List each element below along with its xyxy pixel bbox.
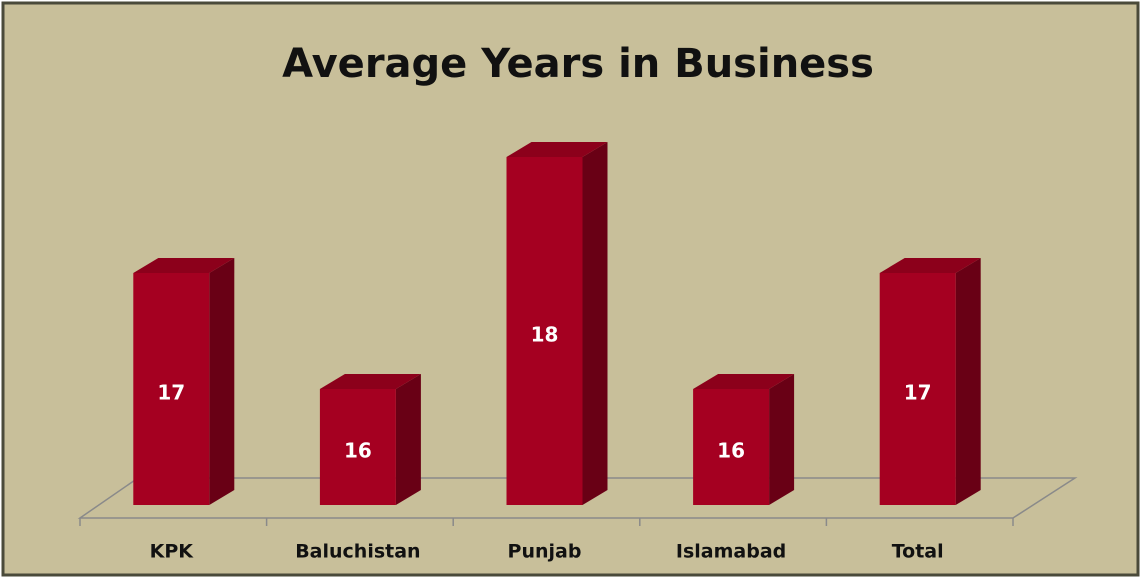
data-label: 17 xyxy=(157,381,185,405)
bar-face xyxy=(506,142,608,157)
bar-face xyxy=(955,258,981,505)
bar-face xyxy=(319,374,421,389)
bar-face xyxy=(693,389,770,505)
data-label: 17 xyxy=(904,381,932,405)
bar-face xyxy=(395,374,421,505)
x-tick-label: Punjab xyxy=(508,541,582,563)
bar-face xyxy=(319,389,396,505)
x-tick-label: Baluchistan xyxy=(295,541,420,563)
bar-face xyxy=(209,258,235,505)
bar xyxy=(693,374,795,505)
data-label: 16 xyxy=(717,439,745,463)
bar-face xyxy=(693,374,795,389)
bar-face xyxy=(879,273,956,505)
bar xyxy=(879,258,981,505)
bar-face xyxy=(133,273,210,505)
bar-face xyxy=(506,157,583,505)
bar-face xyxy=(879,258,981,273)
x-tick-label: KPK xyxy=(150,541,195,563)
x-tick-label: Islamabad xyxy=(676,541,786,563)
chart-title: Average Years in Business xyxy=(282,41,874,87)
bar xyxy=(506,142,608,505)
bar xyxy=(319,374,421,505)
bar-face xyxy=(133,258,235,273)
data-label: 16 xyxy=(344,439,372,463)
x-tick-label: Total xyxy=(892,541,944,563)
bar xyxy=(133,258,235,505)
bar-face xyxy=(582,142,608,505)
data-label: 18 xyxy=(531,323,559,347)
bar-face xyxy=(769,374,795,505)
